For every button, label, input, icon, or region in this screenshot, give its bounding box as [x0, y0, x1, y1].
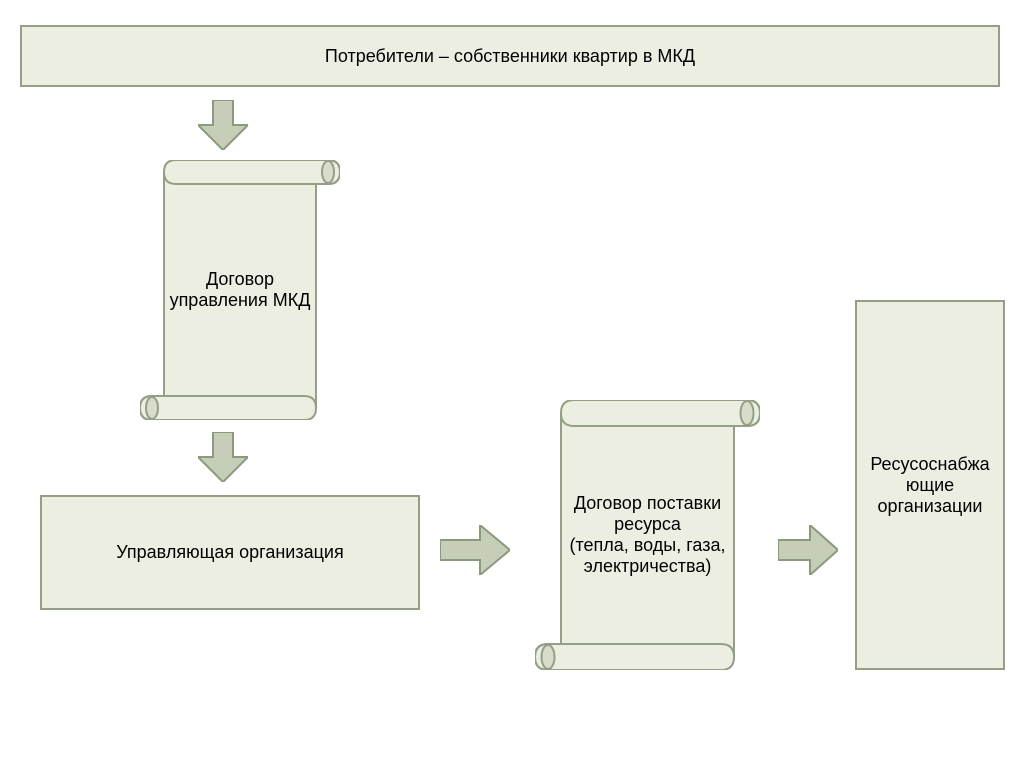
node-management-org-label: Управляющая организация	[116, 542, 343, 563]
node-contract-management: Договор управления МКД	[140, 160, 340, 420]
flowchart-stage: Потребители – собственники квартир в МКД…	[0, 0, 1024, 767]
node-suppliers: Ресусоснабжающие организации	[855, 300, 1005, 670]
arrow-supply-to-suppliers	[778, 525, 838, 575]
node-contract-management-label: Договор управления МКД	[158, 269, 322, 311]
arrow-mgmtorg-to-supply	[440, 525, 510, 575]
node-contract-supply-label: Договор поставки ресурса (тепла, воды, г…	[553, 493, 742, 577]
node-suppliers-label: Ресусоснабжающие организации	[865, 454, 995, 517]
node-contract-supply: Договор поставки ресурса (тепла, воды, г…	[535, 400, 760, 670]
arrow-contract-to-mgmtorg	[198, 432, 248, 482]
node-management-org: Управляющая организация	[40, 495, 420, 610]
node-consumers: Потребители – собственники квартир в МКД	[20, 25, 1000, 87]
arrow-consumers-to-contract	[198, 100, 248, 150]
node-consumers-label: Потребители – собственники квартир в МКД	[325, 46, 695, 67]
